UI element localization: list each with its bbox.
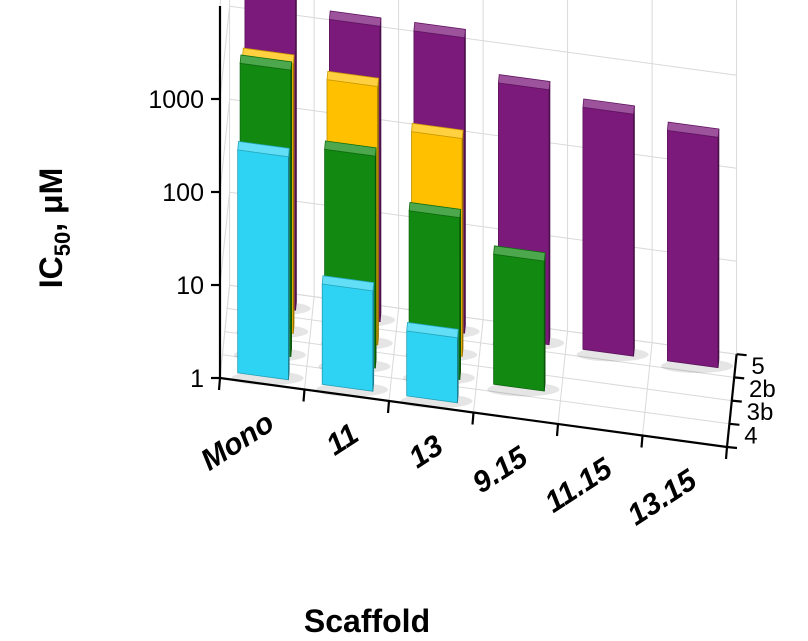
bar-3b-9.15 xyxy=(487,245,560,397)
grid-line-side xyxy=(219,6,231,100)
bar-side-face xyxy=(633,105,635,357)
z-tick-mark xyxy=(726,445,738,450)
bar-side-face xyxy=(548,81,551,345)
y-tick-label: 10 xyxy=(176,272,204,300)
bar-side-face xyxy=(292,54,295,334)
bar-top-face xyxy=(406,322,459,339)
chart-labels: Scaffold IC50, μM xyxy=(33,168,430,639)
y-axis-title: IC50, μM xyxy=(33,168,75,289)
bar-side-face xyxy=(461,130,464,357)
bar-top-face xyxy=(408,202,462,219)
bar-top-face xyxy=(666,121,720,138)
bar-4-11 xyxy=(315,275,388,397)
x-tick-mark xyxy=(471,412,475,425)
x-tick-label: 11.15 xyxy=(539,451,619,519)
bar-side-face xyxy=(456,329,459,403)
bar-front-face xyxy=(321,283,374,392)
x-tick-mark xyxy=(724,446,729,460)
grid-line-floor xyxy=(224,331,732,402)
bar-front-face xyxy=(493,253,545,392)
grid-line-floor xyxy=(229,284,737,355)
bar-front-face xyxy=(406,330,458,404)
x-tick-mark xyxy=(302,389,306,402)
bar-top-face xyxy=(493,245,546,262)
y-tick-label: 1000 xyxy=(148,86,204,114)
y-axis-title-main: IC xyxy=(33,256,69,288)
bar-top-face xyxy=(411,122,464,139)
x-tick-mark xyxy=(555,423,560,437)
bar-side-face xyxy=(377,78,379,345)
bar-side-face xyxy=(290,61,293,357)
bar-5-11.15 xyxy=(576,98,649,362)
bar-side-face xyxy=(372,282,375,392)
grid-line-side xyxy=(219,0,222,7)
z-tick-label: 4 xyxy=(744,422,757,449)
z-tick-label: 2b xyxy=(749,376,776,403)
bar-5-13.15 xyxy=(661,121,734,374)
bar-side-face xyxy=(379,17,382,322)
bar-side-face xyxy=(374,147,377,369)
y-axis-title-subscript: 50 xyxy=(50,232,75,256)
bar-side-face xyxy=(459,209,462,380)
z-tick-label: 5 xyxy=(751,353,764,380)
x-tick-label: Mono xyxy=(195,406,280,477)
grid-line-side xyxy=(219,192,231,286)
bar-4-Mono xyxy=(231,141,304,386)
bar-front-face xyxy=(582,106,634,357)
x-axis-title: Scaffold xyxy=(304,603,430,639)
x-tick-label: 13.15 xyxy=(622,463,704,532)
bar-front-face xyxy=(237,149,289,381)
y-axis-title-rest: , μM xyxy=(33,168,69,232)
bar-side-face xyxy=(717,128,720,368)
y-tick-label: 1 xyxy=(190,365,204,393)
y-tick-label: 100 xyxy=(162,179,204,207)
bar-side-face xyxy=(287,148,290,380)
z-tick-mark xyxy=(731,399,742,403)
bar-top-face xyxy=(582,98,635,115)
x-tick-mark xyxy=(217,377,222,391)
bar-side-face xyxy=(295,0,297,311)
chart-bars xyxy=(231,0,734,409)
grid-line-floor xyxy=(227,307,735,378)
bar-side-face xyxy=(543,252,546,392)
bar-top-face xyxy=(328,10,382,27)
bar-top-face xyxy=(321,275,375,292)
grid-line-side xyxy=(219,99,231,193)
x-tick-mark xyxy=(386,400,391,414)
x-tick-mark xyxy=(640,435,644,448)
bar-top-face xyxy=(326,70,379,87)
bar-top-face xyxy=(324,140,377,157)
bar-top-face xyxy=(413,22,466,39)
x-tick-label: 9.15 xyxy=(467,440,535,500)
bar-front-face xyxy=(667,129,719,369)
x-tick-label: 11 xyxy=(321,417,365,462)
bar-side-face xyxy=(464,29,466,334)
z-tick-label: 3b xyxy=(747,399,774,426)
grid-line-floor xyxy=(222,354,730,425)
bar-top-face xyxy=(239,54,293,71)
z-tick-mark xyxy=(734,376,745,380)
z-tick-mark xyxy=(736,353,747,357)
z-tick-mark xyxy=(729,422,740,426)
x-tick-label: 13 xyxy=(403,429,449,475)
bar-top-face xyxy=(237,141,290,158)
bar-top-face xyxy=(497,74,551,91)
